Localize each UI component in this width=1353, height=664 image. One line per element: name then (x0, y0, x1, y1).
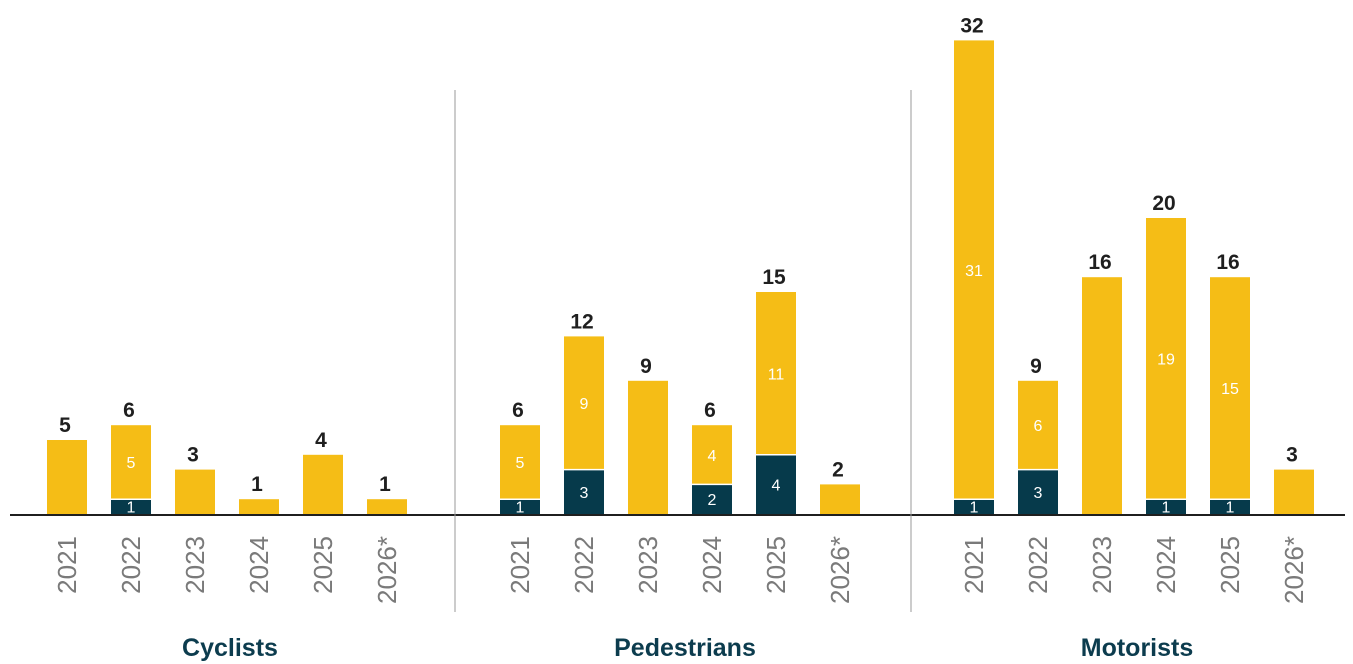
bar-lower-segment (500, 499, 540, 514)
lower-segment-label: 1 (127, 500, 136, 517)
upper-segment-label: 31 (965, 263, 983, 280)
bar-total-label: 16 (1088, 251, 1111, 274)
group-label: Cyclists (182, 634, 278, 662)
bar-upper-segment (1210, 277, 1250, 514)
bar-upper-segment (954, 40, 994, 515)
lower-segment-label: 3 (580, 485, 589, 502)
bar-total-label: 16 (1216, 251, 1239, 274)
bar-upper-segment (303, 454, 343, 514)
x-tick-label: 2022 (116, 536, 146, 594)
bar-total-label: 2 (832, 458, 844, 481)
x-tick-label: 2023 (633, 536, 663, 594)
bar-lower-segment (564, 469, 604, 514)
bar-upper-segment (1146, 218, 1186, 514)
bar-total-label: 3 (1286, 444, 1298, 467)
x-tick-label: 2021 (52, 536, 82, 594)
bar-total-label: 1 (251, 473, 263, 496)
bar-upper-segment (47, 440, 87, 514)
bar-lower-segment (1018, 469, 1058, 514)
bar-upper-segment (367, 499, 407, 514)
bar-total-label: 4 (315, 429, 327, 452)
upper-segment-label: 4 (708, 448, 717, 465)
x-tick-label: 2025 (1215, 536, 1245, 594)
lower-segment-label: 1 (1162, 500, 1171, 517)
bar-total-label: 6 (704, 399, 716, 422)
bar-total-label: 3 (187, 444, 199, 467)
lower-segment-label: 3 (1034, 485, 1043, 502)
x-tick-label: 2022 (1023, 536, 1053, 594)
bar-upper-segment (1082, 277, 1122, 514)
bar-total-label: 9 (1030, 355, 1042, 378)
bar-total-label: 32 (960, 14, 983, 37)
upper-segment-label: 11 (768, 366, 785, 383)
bar-total-label: 6 (512, 399, 524, 422)
group-label: Pedestrians (614, 634, 756, 662)
group-label: Motorists (1081, 634, 1194, 662)
upper-segment-label: 5 (127, 455, 136, 472)
upper-segment-label: 6 (1034, 418, 1043, 435)
bar-total-label: 9 (640, 355, 652, 378)
bar-lower-segment (756, 454, 796, 514)
bar-total-label: 6 (123, 399, 135, 422)
x-tick-label: 2021 (959, 536, 989, 594)
upper-segment-label: 19 (1157, 352, 1175, 369)
bar-upper-segment (175, 469, 215, 514)
bar-total-label: 20 (1152, 192, 1175, 215)
x-tick-label: 2024 (244, 536, 274, 594)
x-tick-label: 2026* (1279, 536, 1309, 604)
upper-segment-label: 5 (516, 455, 525, 472)
bar-upper-segment (820, 484, 860, 514)
x-tick-label: 2025 (761, 536, 791, 594)
x-tick-label: 2025 (308, 536, 338, 594)
bar-lower-segment (111, 499, 151, 514)
x-tick-label: 2024 (1151, 536, 1181, 594)
lower-segment-label: 1 (516, 500, 525, 517)
bar-lower-segment (1210, 499, 1250, 514)
bar-total-label: 5 (59, 414, 71, 437)
bar-lower-segment (954, 499, 994, 514)
x-tick-label: 2026* (825, 536, 855, 604)
bar-total-label: 1 (379, 473, 391, 496)
bar-upper-segment (239, 499, 279, 514)
lower-segment-label: 4 (772, 477, 781, 494)
bar-lower-segment (1146, 499, 1186, 514)
upper-segment-label: 9 (580, 396, 589, 413)
bar-total-label: 15 (762, 266, 786, 289)
x-tick-label: 2024 (697, 536, 727, 594)
lower-segment-label: 1 (970, 500, 979, 517)
x-tick-label: 2022 (569, 536, 599, 594)
lower-segment-label: 2 (708, 492, 717, 509)
x-tick-label: 2026* (372, 536, 402, 604)
bar-upper-segment (628, 380, 668, 514)
bar-lower-segment (692, 484, 732, 514)
bar-upper-segment (1274, 469, 1314, 514)
upper-segment-label: 15 (1221, 381, 1239, 398)
bar-total-label: 12 (570, 310, 593, 333)
x-tick-label: 2023 (1087, 536, 1117, 594)
x-tick-label: 2021 (505, 536, 535, 594)
lower-segment-label: 1 (1226, 500, 1235, 517)
x-tick-label: 2023 (180, 536, 210, 594)
